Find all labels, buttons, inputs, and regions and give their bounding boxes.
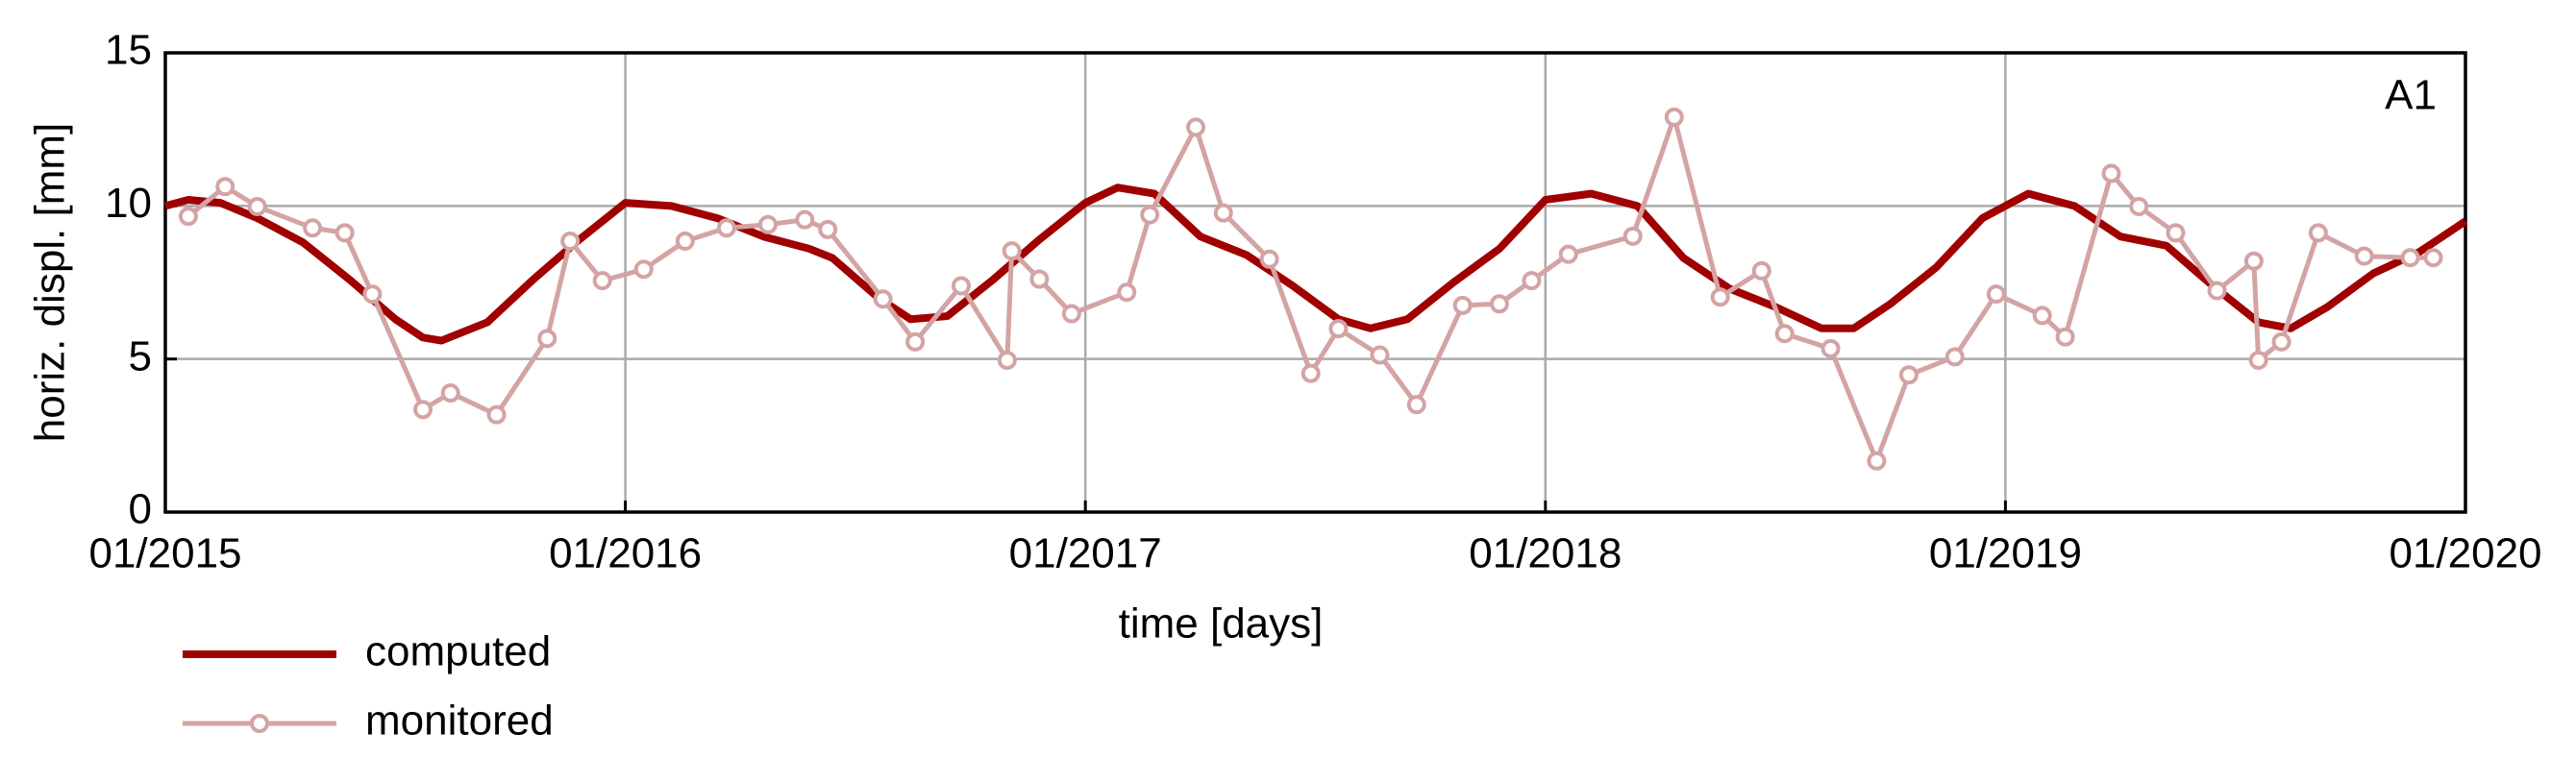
marker — [795, 209, 815, 230]
marker — [1406, 395, 1426, 415]
marker — [560, 231, 581, 251]
marker — [1213, 203, 1233, 223]
marker — [1986, 284, 2006, 305]
marker — [818, 219, 838, 239]
marker — [2166, 223, 2186, 243]
marker — [247, 196, 267, 216]
marker — [1622, 226, 1643, 246]
marker — [1002, 241, 1022, 261]
marker — [1774, 324, 1795, 344]
marker — [1558, 244, 1578, 264]
marker — [486, 404, 507, 425]
marker — [334, 223, 355, 243]
x-tick-label: 01/2015 — [88, 530, 241, 577]
marker — [2354, 246, 2374, 266]
marker — [1140, 205, 1160, 225]
x-tick-label: 01/2017 — [1009, 530, 1162, 577]
marker — [2207, 281, 2227, 301]
marker — [633, 259, 654, 280]
marker — [1522, 271, 1542, 291]
marker — [362, 284, 383, 305]
marker — [1944, 347, 1965, 367]
marker — [303, 218, 323, 238]
marker — [716, 218, 736, 238]
y-tick-label: 0 — [129, 486, 152, 533]
y-tick-label: 10 — [105, 180, 152, 227]
marker — [951, 276, 971, 296]
marker — [1259, 249, 1279, 269]
marker — [997, 350, 1017, 370]
marker — [215, 177, 235, 197]
marker — [905, 331, 926, 352]
marker — [1300, 363, 1321, 383]
marker — [1664, 107, 1684, 127]
x-tick-label: 01/2018 — [1469, 530, 1622, 577]
x-tick-label: 01/2016 — [549, 530, 702, 577]
y-axis-label: horiz. displ. [mm] — [27, 123, 74, 443]
x-tick-label: 01/2019 — [1929, 530, 2082, 577]
marker — [2101, 163, 2121, 184]
marker — [2055, 327, 2075, 347]
marker — [2032, 306, 2052, 326]
marker — [413, 400, 433, 420]
plot-frame — [163, 51, 2467, 514]
marker — [1328, 319, 1349, 339]
legend-label: monitored — [365, 698, 554, 745]
marker — [1867, 451, 1887, 471]
marker — [537, 329, 557, 349]
annotation: A1 — [2385, 72, 2437, 119]
marker — [592, 271, 612, 291]
marker — [2423, 248, 2443, 268]
marker — [2129, 196, 2149, 216]
marker — [1370, 345, 1390, 365]
marker — [1751, 260, 1771, 281]
y-tick-label: 5 — [129, 332, 152, 380]
marker — [1186, 117, 1206, 137]
marker — [2308, 223, 2328, 243]
marker — [1452, 295, 1473, 315]
marker — [675, 231, 695, 251]
series-line — [163, 184, 2468, 345]
marker — [2271, 331, 2291, 352]
marker — [1710, 287, 1730, 307]
x-axis-label: time [days] — [1119, 600, 1324, 648]
y-tick-label: 15 — [105, 27, 152, 74]
marker — [1029, 269, 1050, 289]
marker — [1117, 282, 1137, 303]
marker — [873, 289, 893, 309]
marker — [2243, 251, 2264, 271]
marker — [757, 214, 778, 234]
marker — [2248, 350, 2268, 370]
marker — [178, 207, 198, 227]
marker — [1821, 338, 1841, 358]
x-tick-label: 01/2020 — [2389, 530, 2541, 577]
legend-marker — [250, 714, 269, 733]
legend-label: computed — [365, 628, 551, 675]
marker — [2400, 248, 2420, 268]
marker — [1489, 294, 1509, 314]
marker — [1898, 365, 1919, 385]
marker — [440, 383, 460, 404]
marker — [1061, 304, 1081, 324]
